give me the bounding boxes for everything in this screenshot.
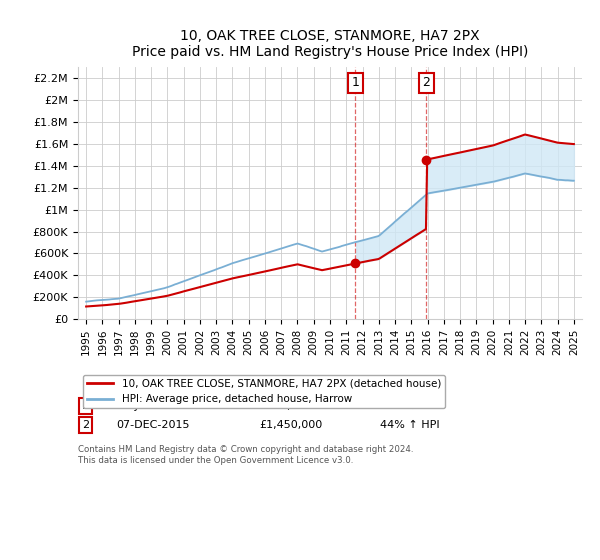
Text: 1: 1	[82, 401, 89, 411]
Text: 21-JUL-2011: 21-JUL-2011	[116, 401, 184, 411]
Legend: 10, OAK TREE CLOSE, STANMORE, HA7 2PX (detached house), HPI: Average price, deta: 10, OAK TREE CLOSE, STANMORE, HA7 2PX (d…	[83, 375, 445, 408]
Text: £1,450,000: £1,450,000	[259, 420, 323, 430]
Text: 1: 1	[351, 76, 359, 89]
Text: 25% ↓ HPI: 25% ↓ HPI	[380, 401, 440, 411]
Text: Contains HM Land Registry data © Crown copyright and database right 2024.
This d: Contains HM Land Registry data © Crown c…	[78, 445, 413, 465]
Text: 2: 2	[82, 420, 89, 430]
Text: 07-DEC-2015: 07-DEC-2015	[116, 420, 190, 430]
Text: 2: 2	[422, 76, 430, 89]
Text: 44% ↑ HPI: 44% ↑ HPI	[380, 420, 440, 430]
Text: £510,000: £510,000	[259, 401, 312, 411]
Title: 10, OAK TREE CLOSE, STANMORE, HA7 2PX
Price paid vs. HM Land Registry's House Pr: 10, OAK TREE CLOSE, STANMORE, HA7 2PX Pr…	[132, 29, 528, 59]
